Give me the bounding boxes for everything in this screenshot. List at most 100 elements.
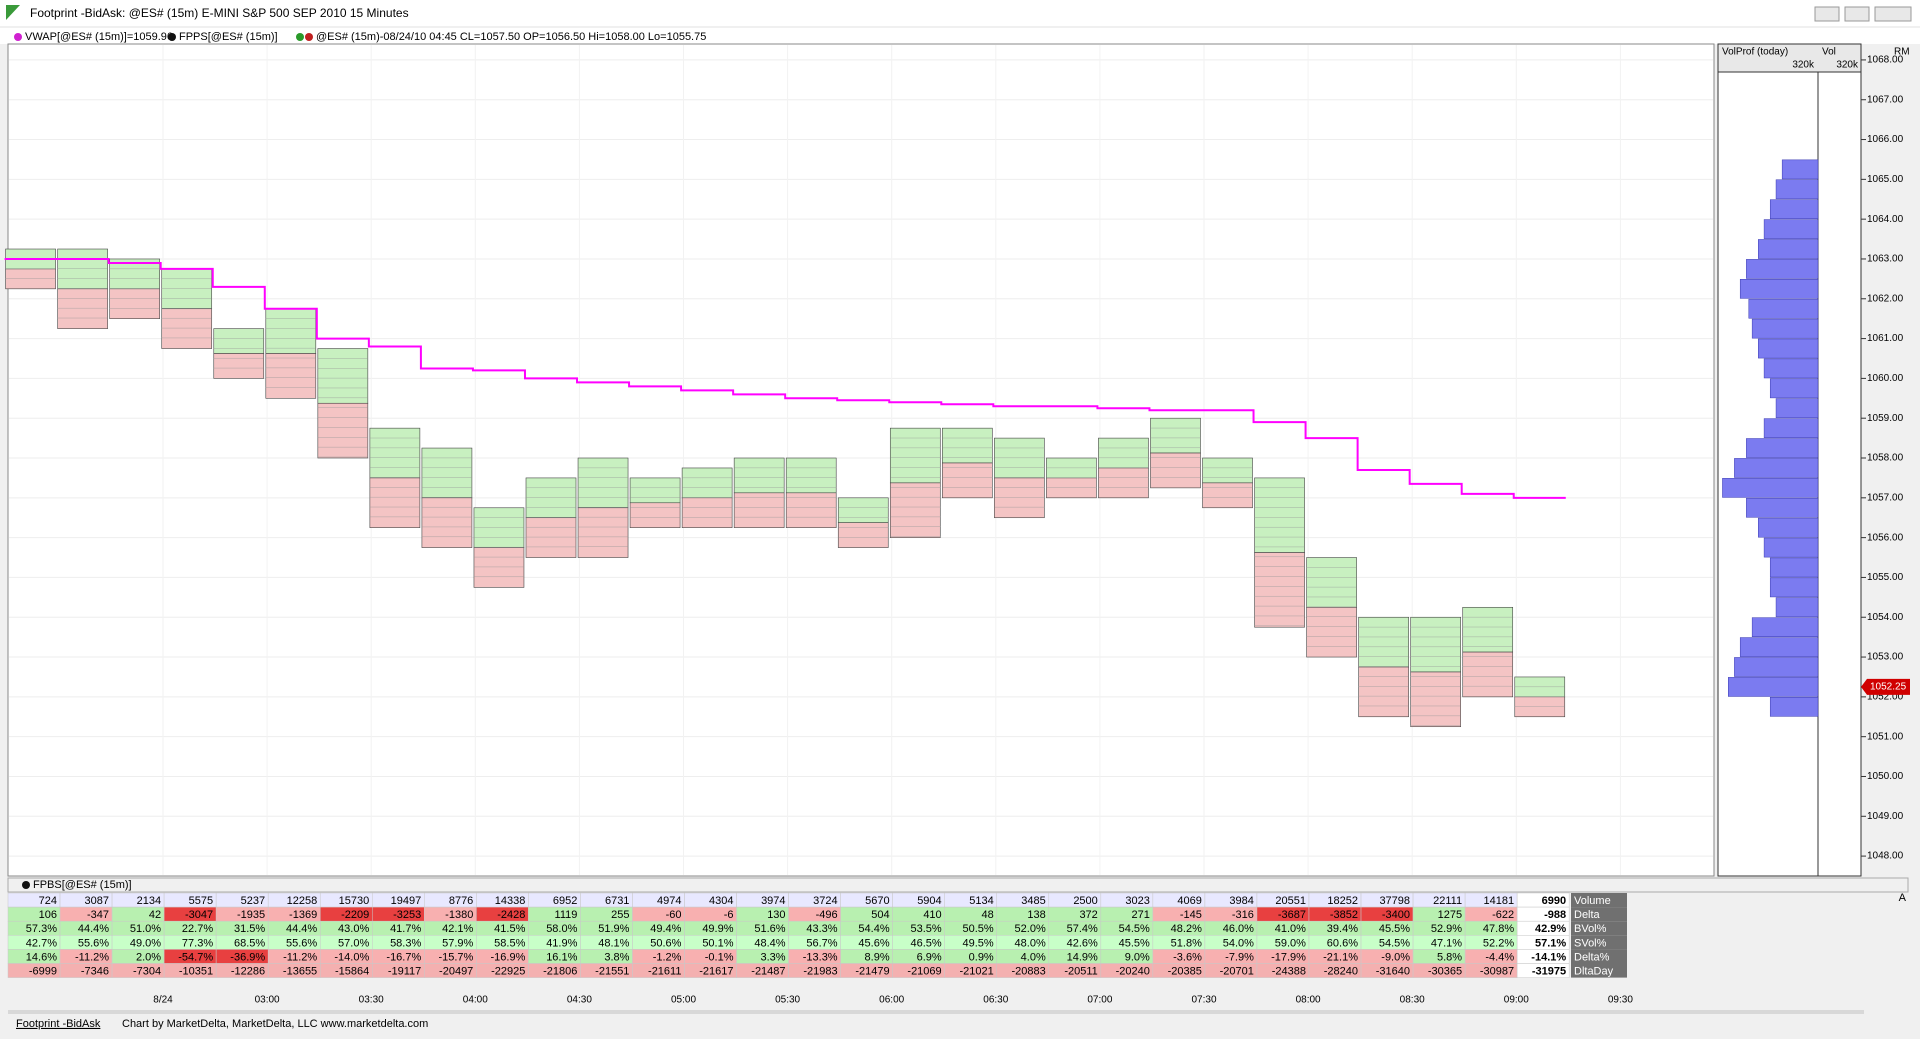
table-value: -20385 xyxy=(1168,965,1202,977)
table-value: 271 xyxy=(1131,909,1149,921)
table-value: 57.0% xyxy=(338,937,369,949)
profile-bar xyxy=(1739,637,1819,657)
time-label: 08:00 xyxy=(1296,995,1321,1006)
table-value: 106 xyxy=(39,909,57,921)
row-label: SVol% xyxy=(1574,937,1607,949)
profile-bar xyxy=(1763,537,1819,558)
table-value: -20701 xyxy=(1220,965,1254,977)
bar-lower xyxy=(5,268,56,290)
price-label: 1050.00 xyxy=(1867,771,1904,782)
bar-upper xyxy=(1202,457,1253,484)
table-value: 9.0% xyxy=(1125,951,1150,963)
lower-title: FPBS[@ES# (15m)] xyxy=(33,879,132,891)
table-value: 41.7% xyxy=(390,923,421,935)
table-value: 54.5% xyxy=(1379,937,1410,949)
profile-bar xyxy=(1769,557,1819,578)
profile-bar xyxy=(1775,179,1819,200)
table-value: -30987 xyxy=(1480,965,1514,977)
table-value: 50.5% xyxy=(963,923,994,935)
table-value: 51.6% xyxy=(754,923,785,935)
table-value: 49.5% xyxy=(963,937,994,949)
table-value: 130 xyxy=(767,909,785,921)
table-value: -3687 xyxy=(1278,909,1306,921)
table-value: 52.0% xyxy=(1015,923,1046,935)
bar-upper xyxy=(629,477,681,504)
table-value: 5904 xyxy=(917,895,941,907)
table-value: 52.2% xyxy=(1483,937,1514,949)
table-cell xyxy=(1516,963,1570,978)
price-label: 1068.00 xyxy=(1867,55,1904,66)
table-value: -1369 xyxy=(289,909,317,921)
bar-upper xyxy=(1410,616,1461,673)
table-value: 6.9% xyxy=(917,951,942,963)
table-value: 37798 xyxy=(1379,895,1410,907)
close-button[interactable] xyxy=(1874,6,1912,22)
profile-bar xyxy=(1758,338,1819,359)
table-value: 43.3% xyxy=(806,923,837,935)
profile-bar xyxy=(1758,239,1819,259)
table-value: 46.0% xyxy=(1223,923,1254,935)
table-value: -11.2% xyxy=(283,951,317,963)
table-value: 6731 xyxy=(605,895,629,907)
fpbs-dot xyxy=(22,881,30,889)
bar-upper xyxy=(577,457,629,509)
bar-upper xyxy=(1306,557,1357,608)
row-label: Delta% xyxy=(1574,951,1610,963)
table-value: 57.3% xyxy=(26,923,57,935)
table-value: -622 xyxy=(1492,909,1514,921)
table-value: -21479 xyxy=(855,965,889,977)
info-vwap: VWAP[@ES# (15m)]=1059.96 xyxy=(25,31,173,43)
table-value: -21611 xyxy=(648,965,681,977)
bar-lower xyxy=(681,497,733,528)
table-value: 45.5% xyxy=(1119,937,1150,949)
table-value: 51.8% xyxy=(1171,937,1202,949)
table-value: 14338 xyxy=(495,895,526,907)
table-value: -988 xyxy=(1544,909,1566,921)
table-value: 3724 xyxy=(813,895,837,907)
table-value: 5237 xyxy=(241,895,265,907)
time-label: 05:30 xyxy=(775,995,800,1006)
table-value: 0.9% xyxy=(969,951,994,963)
bar-upper xyxy=(317,348,369,404)
bar-upper xyxy=(421,447,473,499)
table-value: 5.8% xyxy=(1437,951,1462,963)
bar-lower xyxy=(213,353,265,379)
table-value: 5134 xyxy=(969,895,993,907)
minimize-button[interactable] xyxy=(1814,6,1840,22)
table-value: -20883 xyxy=(1011,965,1045,977)
maximize-button[interactable] xyxy=(1844,6,1870,22)
bar-lower xyxy=(1254,552,1305,628)
table-value: 410 xyxy=(923,909,941,921)
bar-lower xyxy=(1046,477,1097,499)
price-label: 1066.00 xyxy=(1867,134,1904,145)
vwap-dot xyxy=(14,33,22,41)
lower-header xyxy=(7,877,1909,893)
bar-lower xyxy=(577,507,629,558)
scrollbar[interactable] xyxy=(8,1010,1864,1014)
table-value: -6999 xyxy=(29,965,57,977)
bar-lower xyxy=(1202,482,1253,509)
time-label: 09:30 xyxy=(1608,995,1633,1006)
bar-upper xyxy=(889,427,941,484)
table-value: -30365 xyxy=(1428,965,1462,977)
table-value: 4304 xyxy=(709,895,733,907)
table-value: 22111 xyxy=(1433,895,1462,907)
table-value: 58.5% xyxy=(494,937,525,949)
bar-lower xyxy=(942,462,993,499)
footer-tab[interactable]: Footprint -BidAsk xyxy=(16,1018,101,1030)
table-value: 49.4% xyxy=(650,923,681,935)
price-label: 1059.00 xyxy=(1867,413,1904,424)
price-label: 1060.00 xyxy=(1867,373,1904,384)
profile-bar xyxy=(1775,597,1819,618)
table-value: 51.0% xyxy=(130,923,161,935)
table-value: 41.9% xyxy=(546,937,577,949)
table-value: -21806 xyxy=(543,965,577,977)
table-value: 14.6% xyxy=(26,951,57,963)
table-value: -36.9% xyxy=(230,951,265,963)
table-value: 54.0% xyxy=(1223,937,1254,949)
table-value: 47.1% xyxy=(1431,937,1462,949)
price-label: 1057.00 xyxy=(1867,492,1904,503)
bar-upper xyxy=(942,427,993,464)
table-value: 6990 xyxy=(1542,895,1566,907)
